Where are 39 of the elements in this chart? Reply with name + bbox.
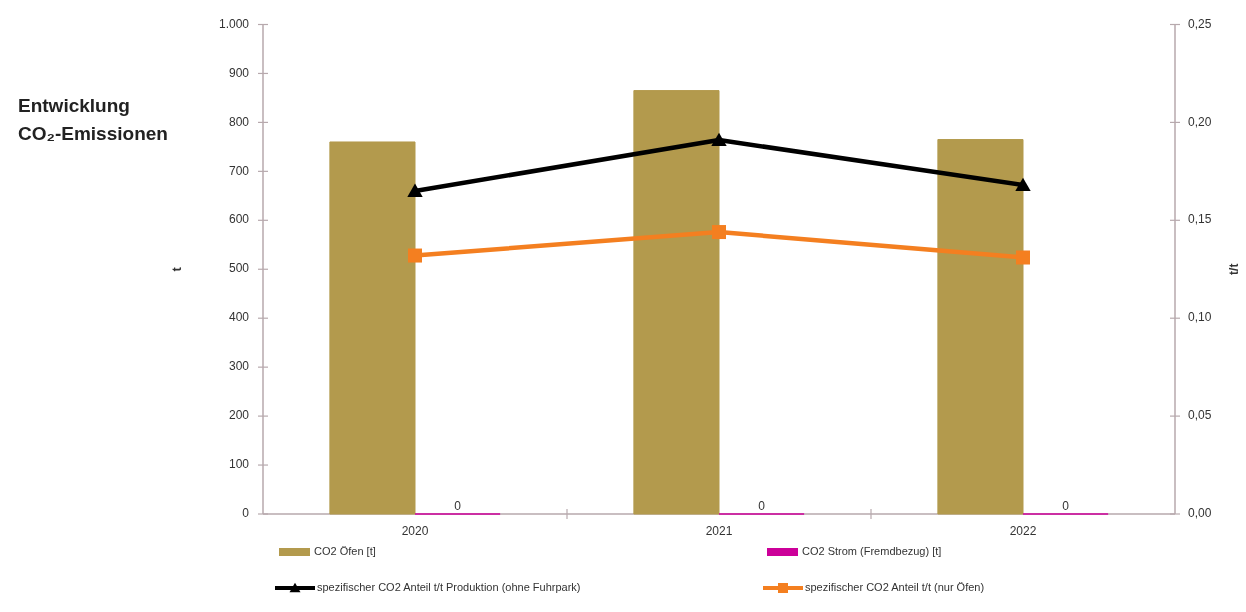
legend-label: spezifischer CO2 Anteil t/t Produktion (ohne Fuhrpark) <box>317 580 581 593</box>
bar <box>937 139 1024 515</box>
bar <box>329 141 416 515</box>
y2-tick-label: 0,25 <box>1188 16 1212 31</box>
y-tick-label: 900 <box>228 65 250 80</box>
x-tick-label: 2020 <box>401 524 429 538</box>
point <box>408 248 422 263</box>
y2-tick-label: 0,15 <box>1188 212 1212 227</box>
data-label: 0 <box>454 499 462 513</box>
y-tick-label: 800 <box>228 114 250 129</box>
y-tick-label: 700 <box>228 163 250 178</box>
y-tick-label: 400 <box>228 310 250 325</box>
y-tick-label: 1.000 <box>218 16 250 31</box>
legend-label: CO2 Strom (Fremdbezug) [t] <box>802 544 942 557</box>
y-tick-label: 600 <box>228 212 250 227</box>
y2-tick-label: 0,10 <box>1188 310 1212 325</box>
point <box>407 183 423 197</box>
legend-label: CO2 Öfen [t] <box>314 544 376 557</box>
legend-label: spezifischer CO2 Anteil t/t (nur Öfen) <box>805 580 985 593</box>
y-tick-label: 100 <box>228 457 250 472</box>
x-tick-label: 2021 <box>705 524 733 538</box>
y-axis-title: t <box>169 266 184 272</box>
y2-axis-title: t/t <box>1227 263 1241 275</box>
point <box>711 132 727 146</box>
data-label: 0 <box>1062 499 1070 513</box>
y-tick-label: 300 <box>228 359 250 374</box>
y2-tick-label: 0,05 <box>1188 408 1212 423</box>
y-tick-label: 500 <box>228 261 250 276</box>
y-tick-label: 0 <box>242 506 250 521</box>
y2-tick-label: 0,00 <box>1188 506 1212 521</box>
x-tick-label: 2022 <box>1009 524 1037 538</box>
y2-tick-label: 0,20 <box>1188 114 1212 129</box>
data-label: 0 <box>758 499 766 513</box>
bar <box>633 90 720 515</box>
text: Entwicklung CO₂-Emissionen <box>18 95 168 144</box>
point <box>712 225 726 240</box>
point <box>1016 250 1030 265</box>
y-tick-label: 200 <box>228 408 250 423</box>
point <box>1015 177 1031 192</box>
